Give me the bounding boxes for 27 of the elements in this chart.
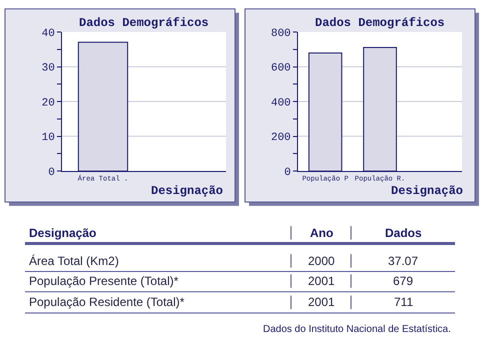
text: 37.07 (388, 254, 418, 268)
y-tick-label: 40 (42, 28, 55, 40)
text: 2000 (308, 254, 336, 268)
y-tick-label: 600 (270, 62, 291, 75)
chart-title: Dados Demográficos (315, 16, 445, 30)
text: Dados do Instituto Nacional de Estatística. (263, 324, 451, 335)
y-tick-label: 200 (270, 132, 291, 144)
y-tick-label: 20 (42, 97, 55, 110)
text: Ano (310, 226, 334, 240)
text: Dados (385, 226, 422, 240)
x-axis-title: Designação (391, 184, 464, 198)
y-tick-label: 0 (48, 166, 55, 179)
text: 2001 (308, 295, 336, 309)
text: 679 (393, 274, 414, 288)
text: 711 (394, 295, 414, 309)
y-tick-label: 800 (270, 28, 291, 40)
y-tick-label: 400 (270, 97, 291, 110)
text: Área Total (Km2) (29, 254, 119, 268)
y-tick-label: 10 (42, 132, 55, 144)
chart-title: Dados Demográficos (79, 16, 209, 30)
y-tick-label: 30 (42, 62, 55, 75)
text: 2001 (308, 274, 336, 288)
text: População Residente (Total)* (29, 295, 185, 309)
y-tick-label: 0 (284, 166, 291, 179)
text: Designação (29, 226, 96, 240)
x-axis-title: Designação (151, 184, 224, 198)
text: População Presente (Total)* (29, 274, 179, 288)
